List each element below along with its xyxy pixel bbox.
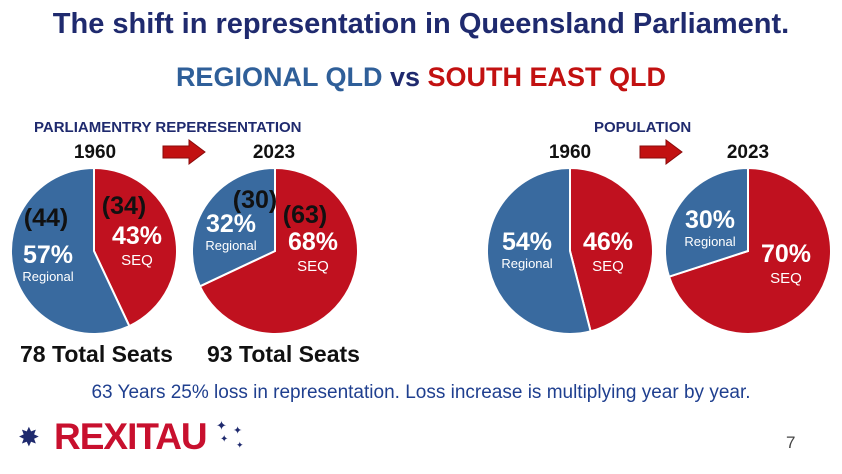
pie-0-slice-regional [10, 166, 131, 335]
star-icon: ✸ [18, 422, 40, 452]
pie-1-slice-seq [198, 166, 359, 335]
subtitle-regional: REGIONAL QLD [175, 62, 383, 92]
pie-2-label-seq-pct: 46% [583, 228, 633, 256]
pie-1-count-seq: (63) [283, 201, 327, 229]
pie-3-label-regional-pct: 30% [685, 206, 735, 234]
pie-0-count-seq: (34) [102, 192, 146, 220]
pie-2-slice-seq [569, 166, 654, 333]
pie-1-count-regional: (30) [233, 186, 277, 214]
pie-3-slice-regional [664, 166, 749, 278]
subtitle-seq: SOUTH EAST QLD [427, 62, 667, 92]
footer-note: 63 Years 25% loss in representation. Los… [91, 382, 751, 403]
pie-0-count-regional: (44) [24, 204, 68, 232]
year-label-parl-2023: 2023 [252, 142, 296, 163]
total-seats-2023: 93 Total Seats [207, 341, 360, 367]
year-label-pop-1960: 1960 [548, 142, 592, 163]
pie-1-label-regional-name: Regional [205, 238, 256, 253]
pie-2-label-regional-pct: 54% [502, 228, 552, 256]
year-label-parl-1960: 1960 [73, 142, 117, 163]
pie-3-label-regional-name: Regional [684, 234, 735, 249]
pie-1-label-seq-name: SEQ [297, 258, 329, 275]
pie-2-slice-regional [486, 166, 592, 335]
section-parliament: PARLIAMENTRY REPERESENTATION [34, 119, 302, 136]
pie-1-slice-regional [191, 166, 276, 288]
right-arrow-icon [162, 139, 206, 165]
slide-subtitle: REGIONAL QLD vs SOUTH EAST QLD [0, 62, 842, 93]
logo-text: REXITAU [54, 416, 208, 457]
section-population: POPULATION [594, 119, 692, 136]
pie-3-slice-seq [667, 166, 832, 335]
pie-0-label-seq-name: SEQ [121, 252, 153, 269]
pie-0-slice-seq [93, 166, 178, 328]
stars-icon: ✦ ✦ ✦ ✦ [216, 418, 244, 450]
page-number: 7 [786, 433, 796, 452]
subtitle-vs: vs [389, 62, 421, 92]
pie-3-label-seq-pct: 70% [761, 240, 811, 268]
slide-title: The shift in representation in Queenslan… [52, 8, 790, 40]
year-label-pop-2023: 2023 [726, 142, 770, 163]
pie-1-label-seq-pct: 68% [288, 228, 338, 256]
pie-0-label-regional-pct: 57% [23, 241, 73, 269]
total-seats-1960: 78 Total Seats [20, 341, 173, 367]
pie-1-label-regional-pct: 32% [206, 210, 256, 238]
pie-0-label-regional-name: Regional [22, 269, 73, 284]
pie-0-label-seq-pct: 43% [112, 222, 162, 250]
pie-2-label-regional-name: Regional [501, 256, 552, 271]
pie-3-label-seq-name: SEQ [770, 270, 802, 287]
pie-2-label-seq-name: SEQ [592, 258, 624, 275]
right-arrow-icon [639, 139, 683, 165]
